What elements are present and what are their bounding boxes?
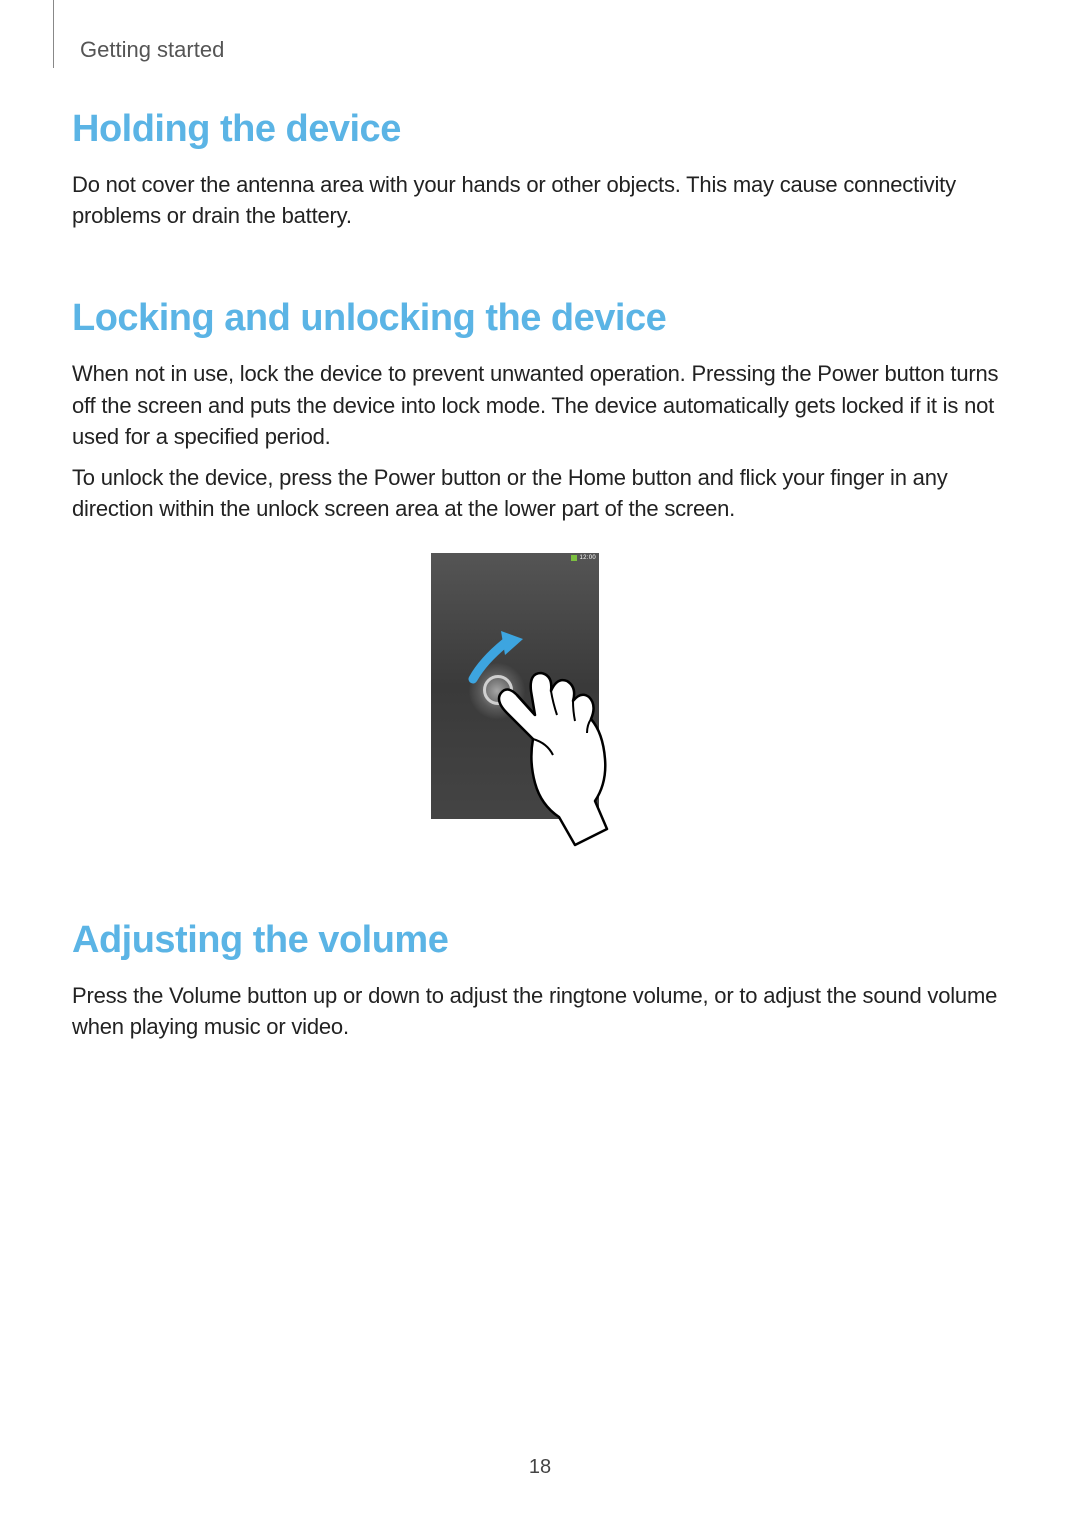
heading-holding: Holding the device — [72, 108, 1010, 151]
page-content: Holding the device Do not cover the ante… — [72, 108, 1010, 1108]
heading-volume: Adjusting the volume — [72, 919, 1010, 962]
section-volume: Adjusting the volume Press the Volume bu… — [72, 919, 1010, 1042]
section-locking: Locking and unlocking the device When no… — [72, 297, 1010, 852]
para-locking-1: When not in use, lock the device to prev… — [72, 358, 1010, 452]
para-volume-1: Press the Volume button up or down to ad… — [72, 980, 1010, 1042]
page-number: 18 — [0, 1456, 1080, 1479]
battery-icon — [571, 555, 577, 561]
status-time: 12:00 — [579, 555, 596, 561]
unlock-figure: 12:00 — [72, 553, 1010, 853]
hand-icon — [487, 643, 647, 853]
section-holding: Holding the device Do not cover the ante… — [72, 108, 1010, 231]
para-holding-1: Do not cover the antenna area with your … — [72, 169, 1010, 231]
chapter-label: Getting started — [80, 37, 224, 63]
header-side-rule — [46, 0, 54, 68]
heading-locking: Locking and unlocking the device — [72, 297, 1010, 340]
status-bar: 12:00 — [431, 553, 599, 563]
para-locking-2: To unlock the device, press the Power bu… — [72, 462, 1010, 524]
